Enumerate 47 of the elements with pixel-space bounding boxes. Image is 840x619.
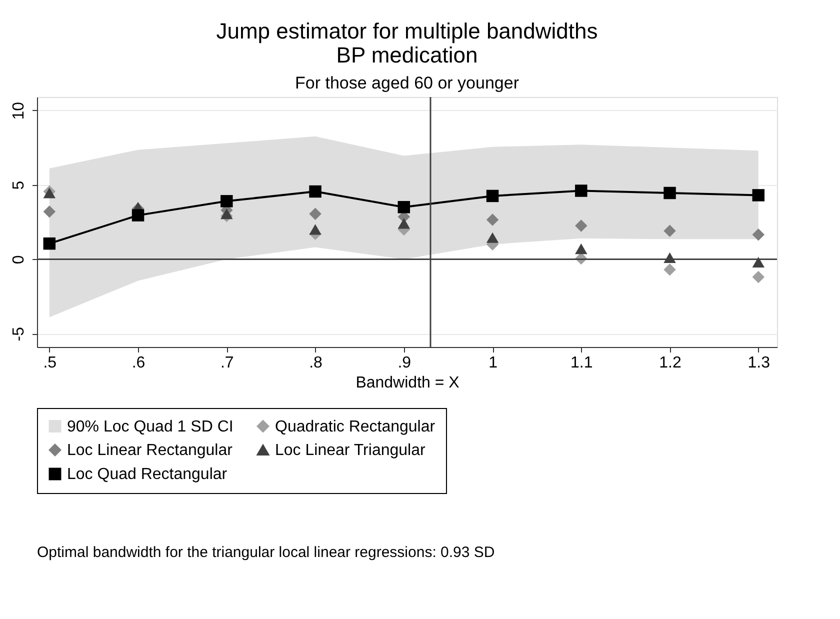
point [43,237,56,250]
point [752,256,765,268]
point [220,195,233,208]
point [398,200,410,214]
legend-label: Loc Linear Triangular [275,442,426,459]
x-tick-label: .7 [220,354,234,372]
point [309,208,322,220]
legend-label: Quadratic Rectangular [275,418,436,436]
point [309,185,322,198]
y-tick-label: 10 [10,102,28,120]
x-tick-label: 1.2 [659,354,682,372]
point [575,220,588,232]
point [486,232,499,243]
x-axis-title: Bandwidth = X [356,374,460,392]
point [664,186,676,200]
x-tick-label: .5 [43,354,57,372]
y-tick-label: 0 [10,255,28,264]
point [752,189,765,202]
text: BP medication [336,42,478,68]
point [43,205,56,218]
point [486,214,499,226]
x-tick-label: .9 [398,354,412,372]
text: Jump estimator for multiple bandwidths [216,18,598,44]
y-tick-label: -5 [10,326,28,342]
point [220,208,233,220]
legend-label: 90% Loc Quad 1 SD CI [67,418,234,436]
point [752,270,765,284]
point [664,263,676,276]
text: Optimal bandwidth for the triangular local linear regressions: 0.93 SD [37,544,495,561]
x-tick-label: .6 [132,354,146,372]
x-tick-label: 1 [488,354,498,372]
legend-label: Loc Linear Rectangular [67,442,234,459]
point [575,184,588,197]
point [486,190,499,202]
chart-subtitle: For those aged 60 or younger [295,73,520,92]
y-tick-label: 5 [10,180,28,190]
x-tick-label: 1.3 [748,354,770,372]
point [752,228,765,241]
point [575,243,588,254]
point [398,218,410,229]
legend-label: Loc Quad Rectangular [67,466,228,483]
point [43,188,56,198]
point [309,224,322,235]
x-tick-label: 1.1 [570,354,593,372]
point [664,224,676,238]
point [132,209,144,222]
x-tick-label: .8 [309,354,323,372]
